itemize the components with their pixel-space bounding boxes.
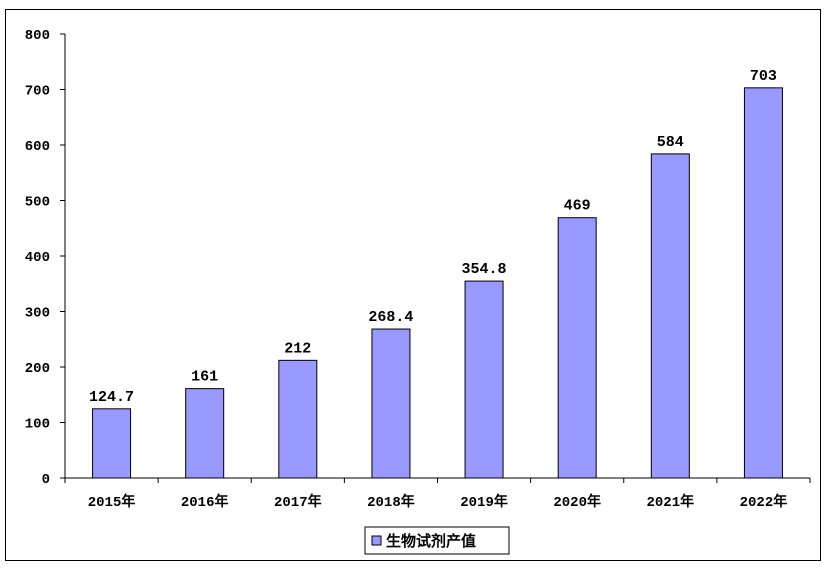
y-tick-label: 300: [25, 306, 50, 322]
data-label: 584: [657, 134, 684, 151]
y-axis: 0 100 200 300 400 500 600 700 800: [25, 28, 66, 488]
x-tick-label: 2015年: [88, 493, 136, 511]
bar: [92, 408, 132, 479]
x-tick-label: 2019年: [460, 493, 508, 511]
y-tick-label: 800: [25, 28, 50, 44]
data-label: 212: [284, 340, 311, 357]
y-tick-label: 400: [25, 250, 50, 266]
legend-box: [364, 526, 510, 555]
bar: [464, 280, 504, 479]
data-labels: 124.7 161 212 268.4 354.8 469 584 703: [89, 68, 777, 406]
bar: [278, 359, 318, 479]
data-label: 469: [564, 198, 591, 215]
y-tick-label: 100: [25, 417, 50, 433]
x-tick-label: 2018年: [367, 493, 415, 511]
bar: [371, 328, 411, 479]
y-tick-label: 0: [42, 472, 50, 488]
data-label: 268.4: [368, 309, 413, 326]
legend-label: 生物试剂产值: [386, 532, 476, 551]
data-label: 124.7: [89, 389, 134, 406]
bar: [650, 153, 690, 479]
x-tick-label: 2016年: [181, 493, 229, 511]
y-tick-label: 200: [25, 361, 50, 377]
legend-swatch: [371, 535, 382, 546]
bar: [185, 388, 225, 479]
x-tick-label: 2017年: [274, 493, 322, 511]
data-label: 703: [750, 68, 777, 85]
bars: [92, 87, 783, 479]
bar: [743, 87, 783, 479]
y-tick-label: 500: [25, 195, 50, 211]
data-label: 354.8: [462, 261, 507, 278]
bar: [557, 217, 597, 479]
y-tick-label: 600: [25, 139, 50, 155]
data-label: 161: [191, 369, 218, 386]
x-axis: 2015年 2016年 2017年 2018年 2019年 2020年 2021年 2022年: [64, 477, 811, 511]
y-tick-label: 700: [25, 84, 50, 100]
x-tick-label: 2020年: [553, 493, 601, 511]
x-tick-label: 2022年: [740, 493, 788, 511]
x-tick-label: 2021年: [647, 493, 695, 511]
legend: 生物试剂产值: [364, 526, 510, 555]
